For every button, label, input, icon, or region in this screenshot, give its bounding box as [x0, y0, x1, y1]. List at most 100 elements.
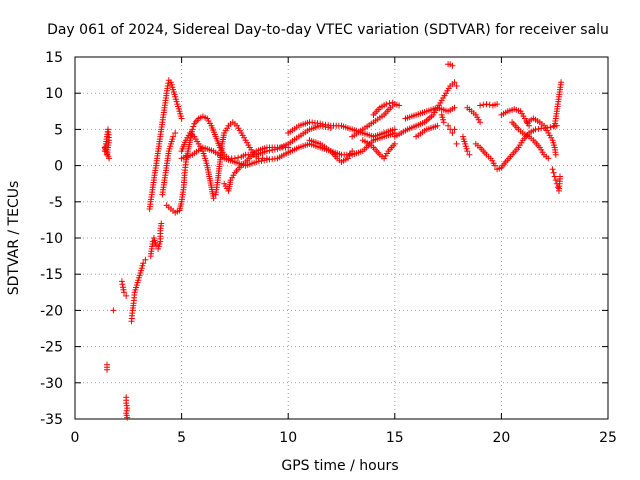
data-point [121, 289, 127, 296]
x-tick-label: 15 [386, 430, 404, 446]
data-point [554, 184, 561, 191]
data-point [451, 126, 458, 133]
data-point [189, 126, 196, 133]
y-tick-label: -30 [40, 376, 63, 392]
data-point [153, 242, 159, 249]
data-point [383, 101, 390, 108]
series-arc-b [104, 361, 110, 373]
data-point [483, 101, 490, 108]
series-arc-d [118, 278, 130, 299]
data-point [449, 62, 456, 69]
series-arc-t [402, 104, 458, 122]
data-point [464, 148, 471, 155]
series-arc-m [221, 144, 292, 194]
series-arc-r [370, 99, 396, 118]
data-point [445, 122, 452, 129]
data-point [391, 140, 398, 147]
series-arc-f [128, 256, 149, 325]
series-arc-aa [460, 133, 473, 158]
data-point [140, 260, 147, 267]
data-point [451, 79, 458, 86]
data-point [317, 120, 324, 127]
data-point [172, 130, 179, 136]
data-point [547, 124, 554, 131]
series-arc-c [110, 307, 117, 314]
data-point [101, 144, 108, 151]
y-tick-label: 10 [45, 86, 63, 102]
data-point [178, 115, 185, 122]
y-axis-title: SDTVAR / TECUs [6, 181, 22, 296]
series-arc-p [359, 137, 398, 162]
series-arc-ad [477, 101, 501, 109]
data-point [449, 130, 456, 136]
data-point [325, 122, 332, 129]
data-point [389, 99, 396, 106]
data-point [494, 101, 501, 108]
series-arc-s [391, 79, 458, 140]
data-points [101, 61, 565, 421]
data-point [119, 281, 126, 288]
y-tick-label: -25 [40, 340, 63, 356]
y-tick-label: 5 [54, 122, 63, 138]
series-arc-af [509, 119, 552, 162]
data-point [466, 151, 473, 158]
data-point [545, 155, 552, 162]
data-point [235, 154, 242, 161]
data-point [124, 414, 131, 421]
data-point [123, 292, 130, 299]
series-arc-h [146, 77, 185, 212]
data-point [142, 256, 149, 263]
series-arc-z [453, 140, 460, 147]
data-point [434, 122, 441, 129]
x-tick-label: 20 [492, 430, 510, 446]
data-point [164, 83, 171, 89]
data-point [391, 126, 398, 133]
y-tick-label: -35 [40, 412, 63, 428]
data-point [492, 162, 498, 169]
series-arc-o [306, 137, 356, 165]
data-point [486, 101, 493, 108]
data-point [558, 79, 565, 86]
y-tick-label: 0 [54, 159, 63, 175]
series-arc-ab [464, 104, 484, 126]
y-tick-label: -5 [49, 195, 63, 211]
series-arc-u [413, 122, 441, 140]
series-arc-ah [551, 79, 565, 129]
data-point [480, 101, 487, 108]
chart-title: Day 061 of 2024, Sidereal Day-to-day VTE… [47, 22, 609, 38]
x-tick-label: 25 [599, 430, 617, 446]
data-point [477, 102, 484, 109]
axis-ticks: 0 5 10 15 20 25 -35 -30 -25 -20 -15 -10 -5 0 5 10 15 [40, 50, 617, 446]
data-point [550, 169, 557, 176]
data-point [453, 140, 460, 147]
series-arc-ae [498, 106, 533, 129]
y-tick-label: -15 [40, 267, 63, 283]
data-point [451, 104, 458, 111]
series-arc-e [123, 394, 131, 421]
data-point [190, 123, 197, 130]
x-axis-title: GPS time / hours [281, 458, 398, 474]
data-point [349, 148, 356, 155]
series-arc-x [445, 122, 458, 136]
data-point [550, 123, 557, 130]
series-arc-y [438, 111, 447, 126]
y-tick-label: -20 [40, 303, 63, 319]
data-point [453, 83, 460, 89]
data-point [552, 177, 559, 184]
series-arc-v [445, 61, 456, 69]
y-tick-label: 15 [45, 50, 63, 66]
data-point [261, 157, 268, 164]
y-tick-label: -10 [40, 231, 63, 247]
data-point [477, 119, 484, 126]
x-tick-label: 5 [177, 430, 186, 446]
x-tick-label: 10 [279, 430, 297, 446]
data-point [170, 133, 177, 140]
data-point [551, 173, 558, 180]
series-arc-w [453, 83, 460, 89]
series-arc-i [159, 130, 179, 198]
series-arc-a [101, 126, 113, 162]
data-point [110, 307, 117, 314]
data-point [396, 102, 403, 109]
